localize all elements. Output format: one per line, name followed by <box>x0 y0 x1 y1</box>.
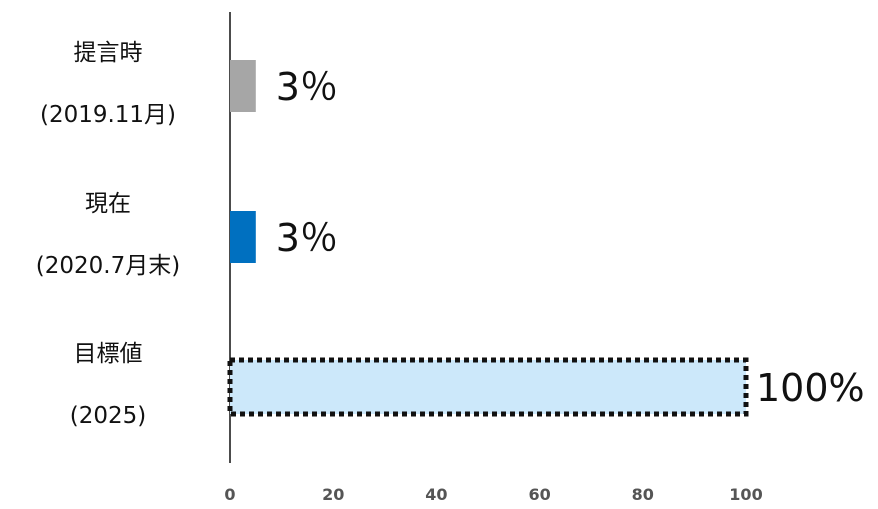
x-tick-label-100: 100 <box>729 485 762 504</box>
category-label-1-line1: 提言時 <box>74 40 143 66</box>
data-label-3: 100% <box>756 366 865 410</box>
category-label-3-line1: 目標値 <box>74 341 143 367</box>
bar-1 <box>230 60 256 112</box>
category-label-2-line1: 現在 <box>85 191 131 217</box>
category-label-3-line2: (2025) <box>70 403 146 429</box>
bars-layer <box>227 60 749 417</box>
category-label-2-line2: (2020.7月末) <box>36 253 180 279</box>
data-label-1: 3％ <box>276 65 338 109</box>
x-tick-label-0: 0 <box>224 485 235 504</box>
x-tick-label-40: 40 <box>425 485 447 504</box>
x-axis-ticks: 0 20 40 60 80 100 <box>224 485 762 504</box>
x-tick-label-20: 20 <box>322 485 344 504</box>
data-label-2: 3％ <box>276 216 338 260</box>
bar-3 <box>227 357 749 417</box>
bar-2 <box>230 211 256 263</box>
labels-layer: 3％ 提言時 (2019.11月) 3％ 現在 (2020.7月末) 100% 目標値 (202… <box>36 40 865 429</box>
x-tick-label-80: 80 <box>632 485 654 504</box>
x-tick-label-60: 60 <box>528 485 550 504</box>
category-label-1-line2: (2019.11月) <box>40 102 176 128</box>
